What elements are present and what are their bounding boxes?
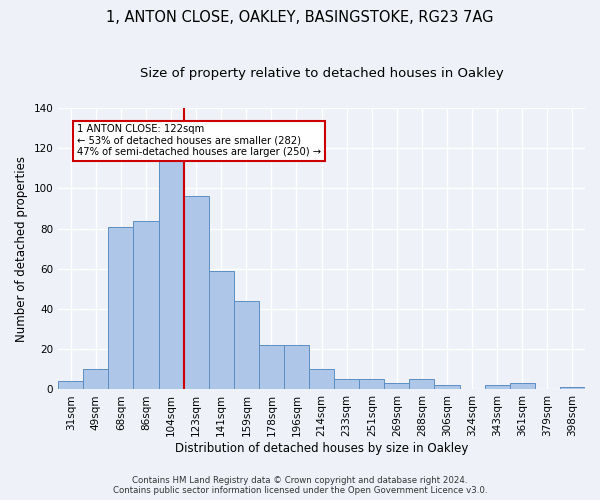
- Bar: [385, 384, 409, 390]
- Bar: [334, 380, 359, 390]
- Text: 1 ANTON CLOSE: 122sqm
← 53% of detached houses are smaller (282)
47% of semi-det: 1 ANTON CLOSE: 122sqm ← 53% of detached …: [77, 124, 321, 158]
- Bar: [284, 345, 309, 390]
- Title: Size of property relative to detached houses in Oakley: Size of property relative to detached ho…: [140, 68, 503, 80]
- Bar: [485, 386, 510, 390]
- Bar: [184, 196, 209, 390]
- Bar: [209, 271, 234, 390]
- Bar: [309, 370, 334, 390]
- Text: 1, ANTON CLOSE, OAKLEY, BASINGSTOKE, RG23 7AG: 1, ANTON CLOSE, OAKLEY, BASINGSTOKE, RG2…: [106, 10, 494, 25]
- X-axis label: Distribution of detached houses by size in Oakley: Distribution of detached houses by size …: [175, 442, 468, 455]
- Y-axis label: Number of detached properties: Number of detached properties: [15, 156, 28, 342]
- Text: Contains HM Land Registry data © Crown copyright and database right 2024.
Contai: Contains HM Land Registry data © Crown c…: [113, 476, 487, 495]
- Bar: [83, 370, 109, 390]
- Bar: [510, 384, 535, 390]
- Bar: [158, 158, 184, 390]
- Bar: [133, 220, 158, 390]
- Bar: [359, 380, 385, 390]
- Bar: [560, 388, 585, 390]
- Bar: [434, 386, 460, 390]
- Bar: [409, 380, 434, 390]
- Bar: [58, 382, 83, 390]
- Bar: [109, 226, 133, 390]
- Bar: [234, 301, 259, 390]
- Bar: [259, 345, 284, 390]
